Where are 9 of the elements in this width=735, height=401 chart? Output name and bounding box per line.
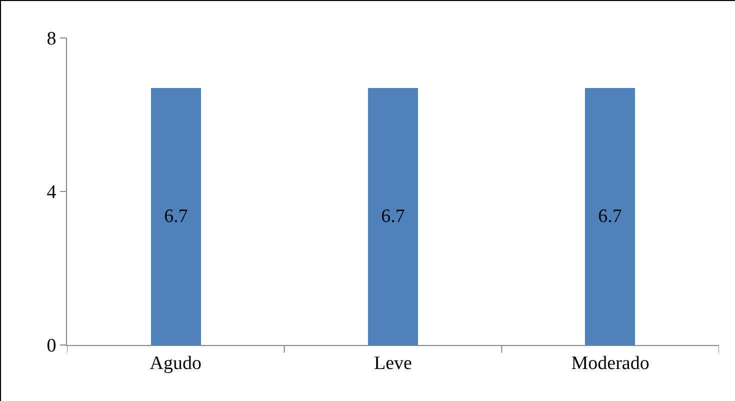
y-tick-label: 8 xyxy=(46,28,56,50)
y-tick-label: 0 xyxy=(46,336,56,357)
y-tick-label: 4 xyxy=(46,182,57,204)
x-tick-label: Agudo xyxy=(150,352,202,374)
x-tick-label: Leve xyxy=(374,352,412,374)
data-label: 6.7 xyxy=(598,206,622,227)
data-label: 6.7 xyxy=(164,206,188,227)
x-tick-label: Moderado xyxy=(571,352,650,374)
data-label: 6.7 xyxy=(381,206,405,227)
